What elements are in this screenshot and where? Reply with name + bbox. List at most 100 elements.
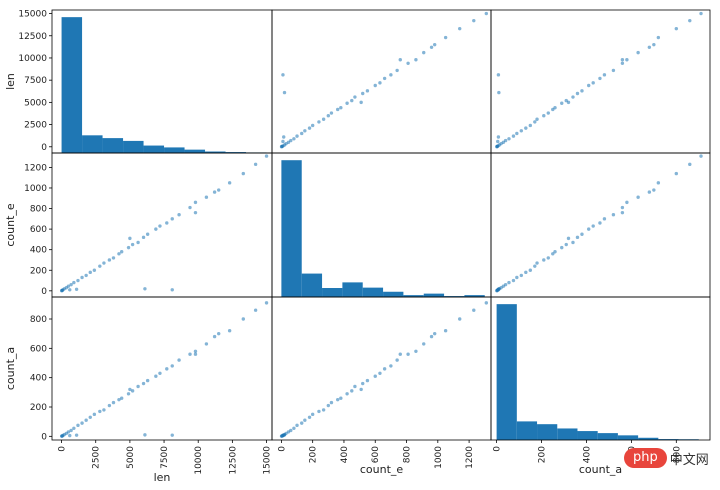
scatter-point [317, 120, 321, 124]
scatter-point [378, 371, 382, 375]
scatter-point [359, 100, 363, 105]
scatter-point [188, 352, 192, 356]
y-tick-label: 10000 [18, 54, 47, 64]
scatter-point [382, 367, 387, 371]
y-tick-label: 600 [30, 225, 47, 235]
scatter-point [620, 61, 625, 65]
scatter-point [602, 73, 607, 77]
scatter-point [652, 42, 656, 47]
scatter-point [154, 374, 158, 378]
x-axis-label: len [154, 471, 171, 484]
x-tick-label: 1200 [465, 446, 475, 469]
scatter-point [458, 317, 462, 321]
scatter-point [496, 73, 501, 77]
y-tick-label: 12500 [18, 32, 47, 42]
scatter-point [515, 275, 519, 280]
scatter-point [507, 280, 511, 285]
scatter-point [158, 371, 162, 375]
hist-bar-count_e [301, 273, 323, 297]
scatter-point [350, 389, 354, 393]
scatter-point [253, 308, 258, 312]
scatter-point [551, 252, 555, 256]
scatter-point [378, 81, 382, 85]
scatter-point [92, 412, 97, 417]
scatter-point [496, 288, 501, 292]
hist-bar-count_e [444, 296, 465, 297]
scatter-point [317, 409, 321, 414]
scatter-point [227, 329, 232, 333]
scatter-point [117, 397, 121, 402]
scatter-point [636, 50, 640, 55]
y-tick-label: 5000 [24, 98, 47, 108]
y-tick-label: 7500 [24, 76, 47, 86]
hist-bar-count_e [342, 282, 363, 297]
scatter-point [68, 288, 72, 292]
scatter-point [580, 89, 584, 93]
scatter-point [158, 224, 162, 228]
scatter-point [326, 113, 331, 118]
scatter-point [141, 381, 146, 386]
scatter-point [528, 268, 533, 272]
scatter-point [361, 381, 365, 386]
scatter-point [295, 423, 299, 428]
x-tick-label: 1000 [434, 446, 444, 469]
scatter-point [281, 73, 285, 77]
scatter-point [193, 352, 198, 356]
scatter-point [111, 256, 116, 260]
scatter-point [353, 384, 357, 389]
x-tick-label: 5000 [126, 446, 136, 469]
y-tick-label: 0 [41, 143, 47, 153]
scatter-point [432, 42, 437, 47]
scatter-point [575, 235, 580, 240]
scatter-point [136, 384, 140, 389]
scatter-point [170, 364, 174, 368]
y-tick-label: 1200 [24, 163, 47, 173]
scatter-point [326, 403, 331, 408]
scatter-point [177, 213, 181, 217]
hist-bar-len [225, 152, 247, 153]
scatter-point [300, 131, 304, 136]
scatter-point [117, 252, 121, 256]
scatter-point [102, 408, 106, 412]
scatter-point [60, 434, 64, 438]
scatter-point [553, 250, 557, 254]
scatter-point [359, 387, 363, 392]
scatter-point [511, 278, 516, 283]
hist-bar-len [102, 138, 124, 153]
scatter-point [303, 129, 307, 133]
scatter-point [119, 250, 124, 254]
scatter-point [699, 154, 703, 158]
hist-bar-count_a [638, 437, 659, 440]
scatter-point [130, 389, 135, 393]
scatter-point [339, 396, 343, 400]
scatter-point [496, 139, 500, 144]
scatter-point [141, 235, 146, 240]
watermark-text: 中文网 [669, 452, 709, 468]
scatter-point [620, 205, 625, 210]
scatter-point [76, 423, 80, 428]
hist-bar-count_a [577, 431, 598, 440]
scatter-point [515, 131, 519, 136]
scatter-point [88, 270, 92, 275]
scatter-point [204, 195, 209, 199]
scatter-point [365, 89, 370, 93]
x-tick-label: 800 [672, 446, 682, 463]
scatter-point [587, 83, 591, 88]
scatter-point [598, 76, 602, 81]
scatter-point [212, 334, 217, 339]
x-axis-label: count_a [579, 463, 622, 476]
x-tick-label: 600 [371, 446, 381, 463]
scatter-point [656, 35, 661, 40]
scatter-point [636, 195, 640, 199]
scatter-point [422, 50, 426, 55]
panel-frame [490, 296, 711, 441]
y-tick-label: 800 [30, 205, 47, 215]
scatter-point [217, 188, 221, 192]
scatter-point [398, 352, 402, 356]
scatter-point [68, 433, 72, 438]
scatter-point [497, 90, 501, 95]
scatter-point [130, 242, 135, 247]
scatter-point [143, 433, 147, 437]
scatter-point [560, 101, 564, 105]
scatter-point [688, 18, 692, 23]
